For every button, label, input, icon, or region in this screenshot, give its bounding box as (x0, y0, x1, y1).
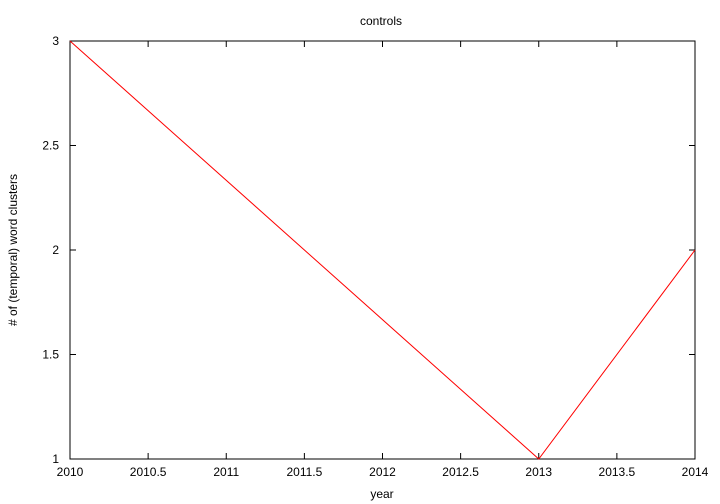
x-tick-label: 2013 (525, 465, 552, 479)
y-tick-label: 2 (52, 243, 59, 257)
y-tick-label: 2.5 (42, 139, 59, 153)
chart-title: controls (360, 14, 402, 28)
x-axis-label: year (370, 487, 393, 501)
plot-frame (69, 40, 696, 460)
x-tick-label: 2012 (369, 465, 396, 479)
y-tick-label: 3 (52, 34, 59, 48)
y-tick-label: 1 (52, 452, 59, 466)
x-tick-label: 2010.5 (130, 465, 167, 479)
x-tick-label: 2012.5 (442, 465, 479, 479)
x-tick-label: 2014 (682, 465, 709, 479)
y-axis: 1 1.5 2 2.5 3 (42, 34, 695, 466)
series-line (69, 40, 696, 460)
y-axis-label: # of (temporal) word clusters (6, 174, 20, 326)
y-tick-label: 1.5 (42, 348, 59, 362)
x-axis: 2010 2010.5 2011 2011.5 2012 2012.5 2013 2013.5… (57, 41, 709, 479)
x-tick-label: 2010 (57, 465, 84, 479)
series-layer (69, 40, 696, 460)
x-tick-label: 2011 (213, 465, 239, 479)
x-tick-label: 2011.5 (286, 465, 322, 479)
x-tick-label: 2013.5 (599, 465, 636, 479)
